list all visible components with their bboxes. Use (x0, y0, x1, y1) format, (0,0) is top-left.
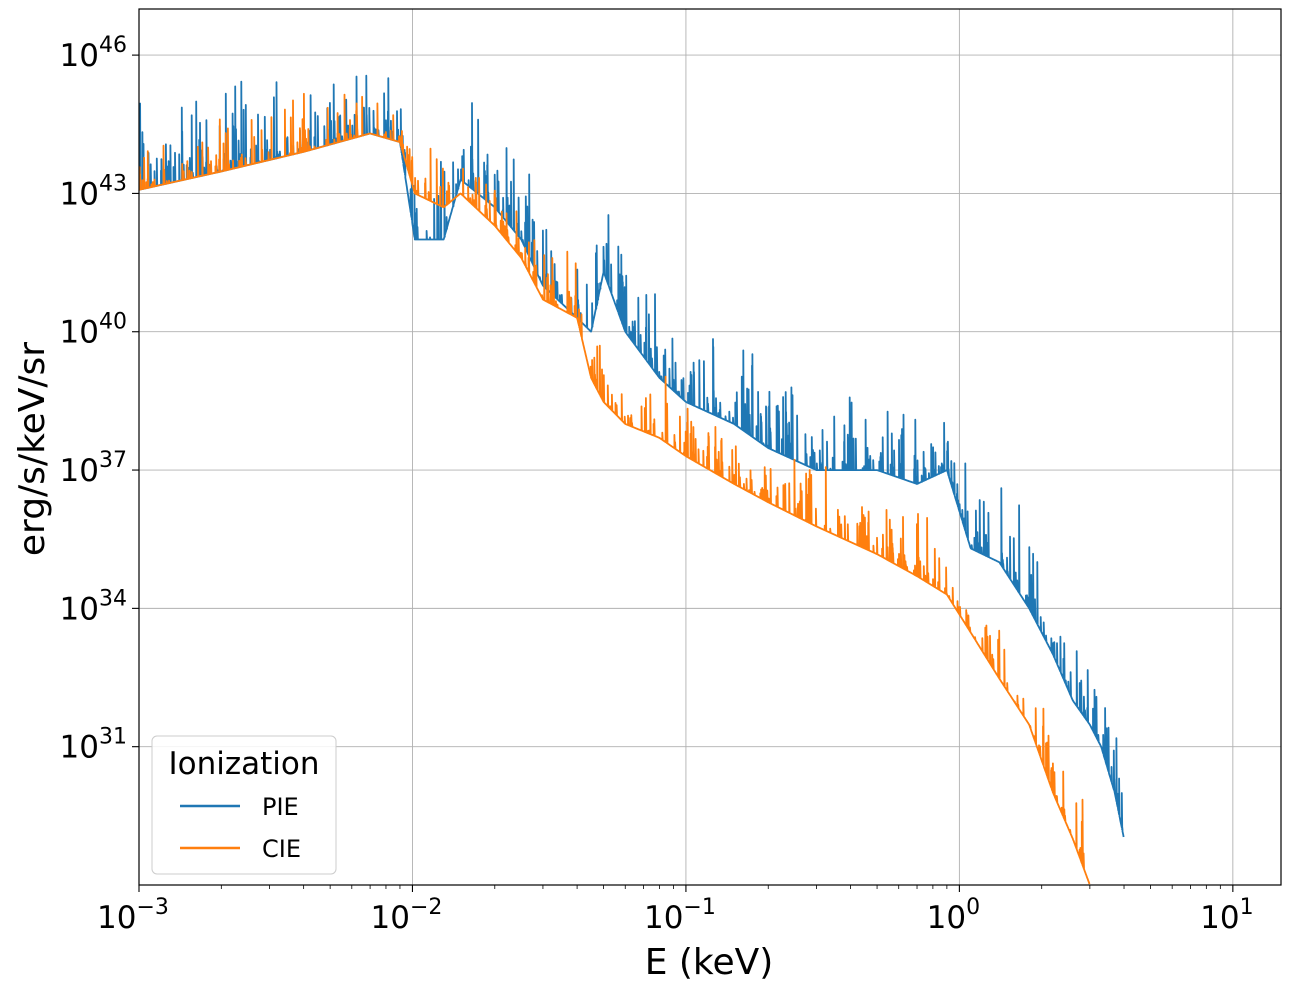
legend-box (151, 735, 337, 875)
legend: Ionization PIE CIE (151, 735, 337, 875)
x-tick-label: 10−2 (371, 895, 443, 936)
x-tick-base: 10 (927, 900, 966, 936)
legend-entry-pie: PIE (262, 793, 299, 821)
x-tick-base: 10 (644, 900, 683, 936)
y-tick-label: 1040 (60, 310, 127, 351)
x-tick-exponent: 0 (966, 895, 980, 920)
y-tick-exponent: 46 (99, 33, 127, 58)
series-line-cie (139, 92, 1091, 885)
x-tick-exponent: −1 (683, 895, 715, 920)
plot-frame (138, 8, 1282, 886)
y-tick-base: 10 (60, 453, 99, 489)
y-tick-exponent: 31 (99, 725, 127, 750)
x-tick-exponent: 1 (1240, 895, 1254, 920)
x-tick-label: 101 (1200, 895, 1253, 936)
y-tick-exponent: 37 (99, 448, 127, 473)
x-axis-label: E (keV) (645, 942, 774, 983)
y-tick-exponent: 40 (99, 310, 127, 335)
y-tick-base: 10 (60, 591, 99, 627)
y-tick-exponent: 43 (99, 171, 127, 196)
legend-title: Ionization (168, 746, 319, 782)
y-tick-label: 1046 (60, 33, 127, 74)
x-tick-label: 10−1 (644, 895, 716, 936)
x-tick-label: 10−3 (97, 895, 169, 936)
y-axis-label: erg/s/keV/sr (12, 342, 53, 556)
y-tick-exponent: 34 (99, 586, 127, 611)
x-tick-base: 10 (371, 900, 410, 936)
x-tick-base: 10 (1200, 900, 1239, 936)
y-tick-label: 1043 (60, 171, 127, 212)
y-tick-label: 1037 (60, 448, 127, 489)
y-tick-base: 10 (60, 730, 99, 766)
y-tick-base: 10 (60, 38, 99, 74)
axis-ticks (132, 54, 1234, 892)
x-tick-exponent: −3 (137, 895, 169, 920)
tick-labels: 10−3 10−2 10−1 100 1011046104310401037103410… (60, 33, 1254, 936)
plot-series (139, 74, 1125, 885)
x-tick-base: 10 (97, 900, 136, 936)
y-tick-base: 10 (60, 176, 99, 212)
y-tick-label: 1031 (60, 725, 127, 766)
y-tick-base: 10 (60, 315, 99, 351)
legend-entry-cie: CIE (262, 835, 301, 863)
y-tick-label: 1034 (60, 586, 127, 627)
x-tick-label: 100 (927, 895, 980, 936)
x-tick-exponent: −2 (410, 895, 442, 920)
